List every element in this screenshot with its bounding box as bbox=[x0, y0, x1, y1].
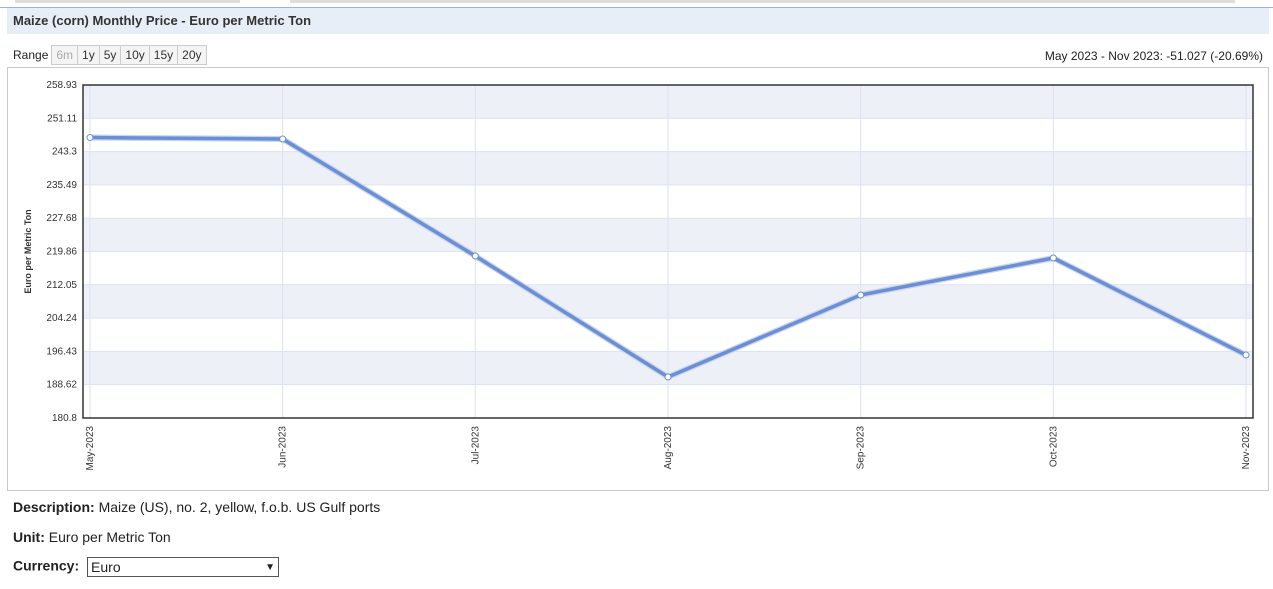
range-button[interactable]: 1y bbox=[77, 45, 100, 65]
range-button[interactable]: 15y bbox=[148, 45, 179, 65]
y-tick-label: 243.3 bbox=[52, 147, 77, 158]
data-point bbox=[857, 291, 865, 299]
unit-label: Unit: bbox=[13, 529, 45, 545]
header-title: Maize (corn) Monthly Price - Euro per Me… bbox=[7, 8, 1269, 34]
tab bbox=[290, 0, 1235, 3]
dropdown-arrow: ▼ bbox=[265, 561, 276, 573]
currency-label: Currency: bbox=[13, 557, 80, 574]
range-label: Range bbox=[13, 48, 49, 62]
currency-value: Euro bbox=[91, 559, 121, 575]
y-tick-label: 235.49 bbox=[46, 180, 77, 191]
y-tick-label: 196.43 bbox=[46, 346, 77, 357]
y-tick-label: 219.86 bbox=[46, 247, 77, 258]
y-tick-label: 180.8 bbox=[52, 413, 77, 424]
currency: Currency: Euro ▼ bbox=[13, 557, 280, 577]
x-tick-label: Sep-2023 bbox=[856, 426, 867, 470]
x-tick-label: Jul-2023 bbox=[470, 426, 481, 465]
tab bbox=[15, 0, 240, 3]
top-bar bbox=[0, 0, 1273, 8]
currency-select[interactable]: Euro ▼ bbox=[87, 557, 280, 577]
range-selector: Range 6m 1y 5y 10y 15y 20y bbox=[13, 45, 207, 65]
description-label: Description: bbox=[13, 499, 95, 515]
range-button[interactable]: 10y bbox=[120, 45, 150, 65]
data-point bbox=[279, 135, 287, 143]
range-button[interactable]: 6m bbox=[51, 45, 79, 65]
x-tick-label: May-2023 bbox=[85, 426, 96, 471]
range-button[interactable]: 5y bbox=[98, 45, 122, 65]
chart-box: 180.8 188.62 196.43 204.24 212.05 219.86 227.6… bbox=[7, 67, 1269, 491]
description: Description: Maize (US), no. 2, yellow, … bbox=[13, 499, 380, 515]
y-tick-label: 188.62 bbox=[46, 380, 77, 391]
y-tick-label: 227.68 bbox=[46, 213, 77, 224]
y-tick-label: 258.93 bbox=[46, 80, 77, 91]
data-point bbox=[1049, 254, 1057, 262]
data-point bbox=[664, 373, 672, 381]
range-summary: May 2023 - Nov 2023: -51.027 (-20.69%) bbox=[1044, 49, 1263, 63]
unit-value: Euro per Metric Ton bbox=[48, 529, 171, 545]
y-axis-label: Euro per Metric Ton bbox=[23, 209, 33, 293]
x-tick-label: Oct-2023 bbox=[1048, 426, 1059, 468]
chart: 180.8 188.62 196.43 204.24 212.05 219.86 227.6… bbox=[23, 80, 1254, 471]
plot-border bbox=[82, 84, 1254, 419]
y-tick-label: 204.24 bbox=[46, 313, 77, 324]
data-point bbox=[86, 134, 94, 142]
x-tick-label: Nov-2023 bbox=[1241, 426, 1252, 470]
x-tick-label: Jun-2023 bbox=[278, 426, 289, 468]
y-tick-label: 251.11 bbox=[47, 113, 77, 124]
x-tick-label: Aug-2023 bbox=[663, 426, 674, 470]
data-point bbox=[1242, 351, 1250, 359]
unit: Unit: Euro per Metric Ton bbox=[13, 529, 171, 545]
y-tick-label: 212.05 bbox=[46, 280, 77, 291]
range-button[interactable]: 20y bbox=[177, 45, 207, 65]
data-point bbox=[471, 252, 479, 260]
description-value: Maize (US), no. 2, yellow, f.o.b. US Gul… bbox=[98, 499, 381, 515]
